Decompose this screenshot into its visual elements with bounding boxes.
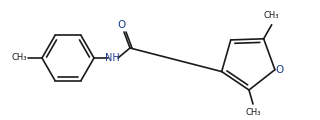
Text: NH: NH [105,53,119,63]
Text: O: O [276,65,284,75]
Text: O: O [118,20,126,30]
Text: CH₃: CH₃ [264,11,279,20]
Text: CH₃: CH₃ [245,108,261,117]
Text: CH₃: CH₃ [12,54,27,63]
